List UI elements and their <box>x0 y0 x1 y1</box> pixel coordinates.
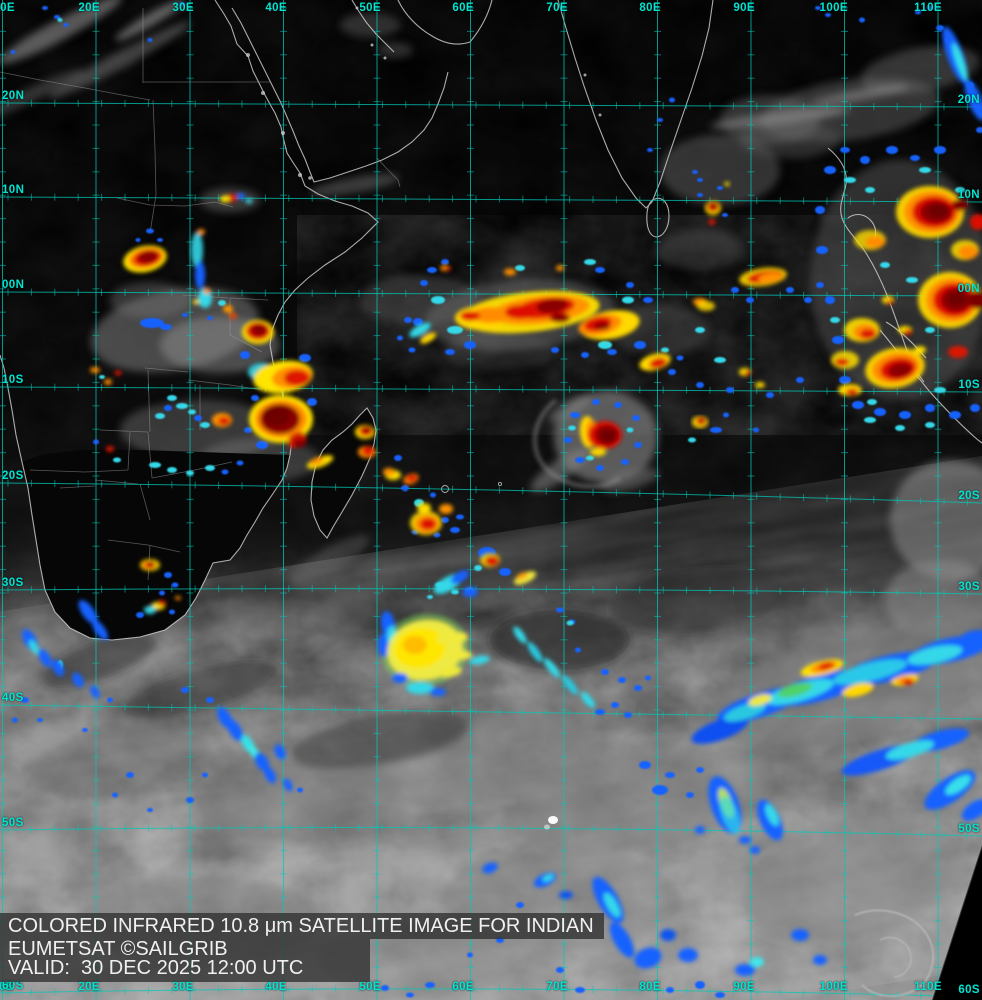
coast-southeast-asia <box>827 147 925 383</box>
coast-india <box>557 0 714 209</box>
coast-sri-lanka <box>646 197 670 238</box>
ir-southern-storm-bands <box>691 26 982 821</box>
caption-valid-time: VALID: 30 DEC 2025 12:00 UTC <box>8 957 304 979</box>
ir-south-blue-patches <box>22 600 827 976</box>
ir-mid-south-yellow-mass <box>378 570 596 709</box>
ir-convection-northeast-complex <box>831 186 982 396</box>
ir-convection-sri-lanka-cell <box>705 182 730 225</box>
ir-tropical-cyclone <box>533 398 708 489</box>
ir-convection-east-africa <box>90 193 334 614</box>
caption-credit-box: EUMETSAT ©SAILGRIB VALID: 30 DEC 2025 12… <box>0 939 370 982</box>
coast-arabia <box>231 7 449 183</box>
caption-title: COLORED INFRARED 10.8 μm SATELLITE IMAGE… <box>0 913 604 939</box>
small-white-clouds <box>246 6 602 830</box>
satellite-disk-edge <box>931 844 982 1000</box>
ir-convection-itcz-west <box>409 265 787 388</box>
landmasses <box>22 408 376 640</box>
coast-reunion <box>497 481 503 487</box>
caption-source: EUMETSAT ©SAILGRIB <box>8 938 228 960</box>
ir-convection-madagascar-chain <box>355 425 537 585</box>
ir-specks-blue <box>10 2 982 998</box>
bottom-right-swirl <box>854 909 935 997</box>
country-borders <box>0 8 401 581</box>
